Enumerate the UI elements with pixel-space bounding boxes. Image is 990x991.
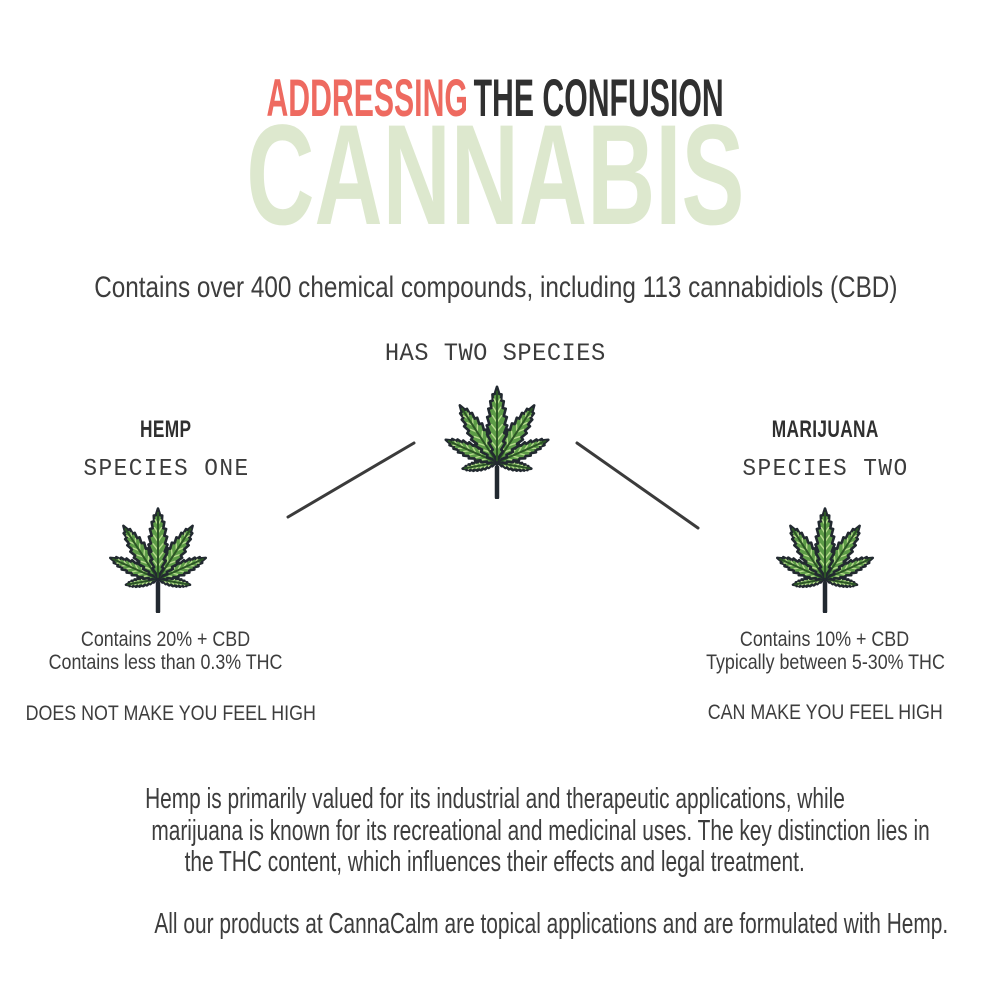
summary-line-2: marijuana is known for its recreational … — [151, 814, 930, 847]
marijuana-heading: MARIJUANA — [660, 418, 990, 442]
marijuana-effect-statement: CAN MAKE YOU FEEL HIGH — [660, 702, 990, 723]
marijuana-cbd-fact: Contains 10% + CBD — [660, 629, 990, 650]
hemp-heading-text: HEMP — [140, 416, 192, 443]
hemp-species-label: SPECIES ONE — [0, 458, 332, 482]
page-title: ADDRESSING THE CONFUSION — [0, 69, 990, 128]
species-header-text: HAS TWO SPECIES — [384, 339, 606, 368]
hemp-thc-fact: Contains less than 0.3% THC — [0, 652, 332, 673]
marijuana-thc-fact-text: Typically between 5-30% THC — [705, 651, 945, 674]
hemp-effect-statement: DOES NOT MAKE YOU FEEL HIGH — [0, 703, 332, 724]
summary-line-1: Hemp is primarily valued for its industr… — [145, 783, 845, 815]
footer-text: All our products at CannaCalm are topica… — [154, 908, 949, 940]
hemp-cbd-fact-text: Contains 20% + CBD — [81, 628, 251, 651]
cannabis-watermark: CANNABIS — [0, 104, 990, 247]
intro-line: Contains over 400 chemical compounds, in… — [0, 273, 990, 303]
title-accent-text: ADDRESSING — [266, 69, 468, 128]
cannabis-watermark-text: CANNABIS — [245, 96, 745, 255]
connector-line-right — [575, 441, 700, 530]
title-rest-text: THE CONFUSION — [473, 69, 724, 128]
cannabis-leaf-icon — [102, 505, 214, 613]
summary-paragraph: Hemp is primarily valued for its industr… — [0, 783, 990, 879]
hemp-thc-fact-text: Contains less than 0.3% THC — [49, 651, 283, 674]
marijuana-cbd-fact-text: Contains 10% + CBD — [740, 628, 910, 651]
marijuana-species-text: SPECIES TWO — [741, 456, 909, 483]
marijuana-species-label: SPECIES TWO — [660, 458, 990, 482]
hemp-species-text: SPECIES ONE — [82, 456, 250, 483]
summary-line-3: the THC content, which influences their … — [184, 846, 806, 878]
hemp-effect-text: DOES NOT MAKE YOU FEEL HIGH — [25, 702, 316, 725]
marijuana-heading-text: MARIJUANA — [771, 416, 879, 443]
species-header: HAS TWO SPECIES — [0, 341, 990, 366]
intro-text: Contains over 400 chemical compounds, in… — [94, 271, 898, 304]
footer-statement: All our products at CannaCalm are topica… — [0, 910, 990, 939]
marijuana-thc-fact: Typically between 5-30% THC — [660, 652, 990, 673]
cannabis-leaf-icon — [769, 505, 881, 613]
hemp-cbd-fact: Contains 20% + CBD — [0, 629, 332, 650]
marijuana-effect-text: CAN MAKE YOU FEEL HIGH — [707, 701, 943, 724]
cannabis-leaf-icon — [437, 383, 557, 499]
hemp-heading: HEMP — [0, 418, 332, 442]
